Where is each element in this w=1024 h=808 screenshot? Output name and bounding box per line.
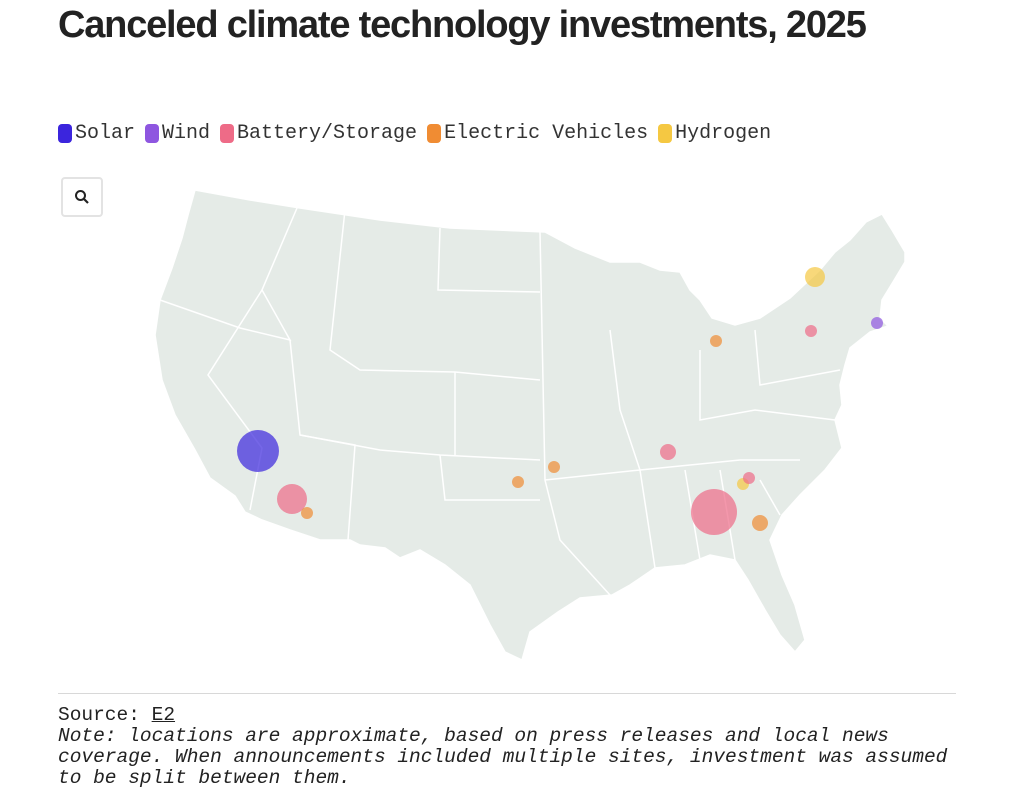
marker-battery[interactable] bbox=[805, 325, 817, 337]
swatch bbox=[58, 124, 72, 143]
marker-ev[interactable] bbox=[301, 507, 313, 519]
legend-item-ev[interactable]: Electric Vehicles bbox=[427, 122, 648, 145]
marker-ev[interactable] bbox=[512, 476, 524, 488]
legend-label: Solar bbox=[75, 122, 136, 145]
swatch bbox=[658, 124, 673, 143]
legend: Solar Wind Battery/Storage Electric Vehi… bbox=[58, 122, 771, 145]
divider bbox=[58, 693, 956, 694]
legend-item-hydrogen[interactable]: Hydrogen bbox=[658, 122, 771, 145]
source-link[interactable]: E2 bbox=[151, 704, 176, 726]
legend-label: Wind bbox=[162, 122, 211, 145]
marker-ev[interactable] bbox=[548, 461, 560, 473]
zoom-button[interactable] bbox=[61, 177, 103, 217]
marker-ev[interactable] bbox=[752, 515, 768, 531]
legend-label: Electric Vehicles bbox=[444, 122, 649, 145]
legend-label: Hydrogen bbox=[675, 122, 772, 145]
us-outline bbox=[154, 189, 906, 662]
marker-battery[interactable] bbox=[660, 444, 676, 460]
note: Note: locations are approximate, based o… bbox=[58, 725, 948, 789]
legend-item-battery[interactable]: Battery/Storage bbox=[220, 122, 417, 145]
marker-battery[interactable] bbox=[691, 489, 737, 535]
legend-label: Battery/Storage bbox=[237, 122, 418, 145]
marker-hydrogen[interactable] bbox=[805, 267, 825, 287]
footer: Source: E2 Note: locations are approxima… bbox=[58, 705, 958, 789]
page-title: Canceled climate technology investments,… bbox=[58, 4, 867, 46]
swatch bbox=[145, 124, 160, 143]
search-icon bbox=[75, 190, 89, 204]
state-borders bbox=[159, 207, 841, 596]
investment-markers bbox=[237, 267, 883, 535]
marker-battery[interactable] bbox=[743, 472, 755, 484]
swatch bbox=[220, 124, 235, 143]
legend-item-solar[interactable]: Solar bbox=[58, 122, 135, 145]
marker-wind[interactable] bbox=[871, 317, 883, 329]
marker-ev[interactable] bbox=[710, 335, 722, 347]
source-label: Source: bbox=[58, 704, 140, 726]
legend-item-wind[interactable]: Wind bbox=[145, 122, 210, 145]
swatch bbox=[427, 124, 442, 143]
marker-battery[interactable] bbox=[277, 484, 307, 514]
marker-solar[interactable] bbox=[237, 430, 279, 472]
